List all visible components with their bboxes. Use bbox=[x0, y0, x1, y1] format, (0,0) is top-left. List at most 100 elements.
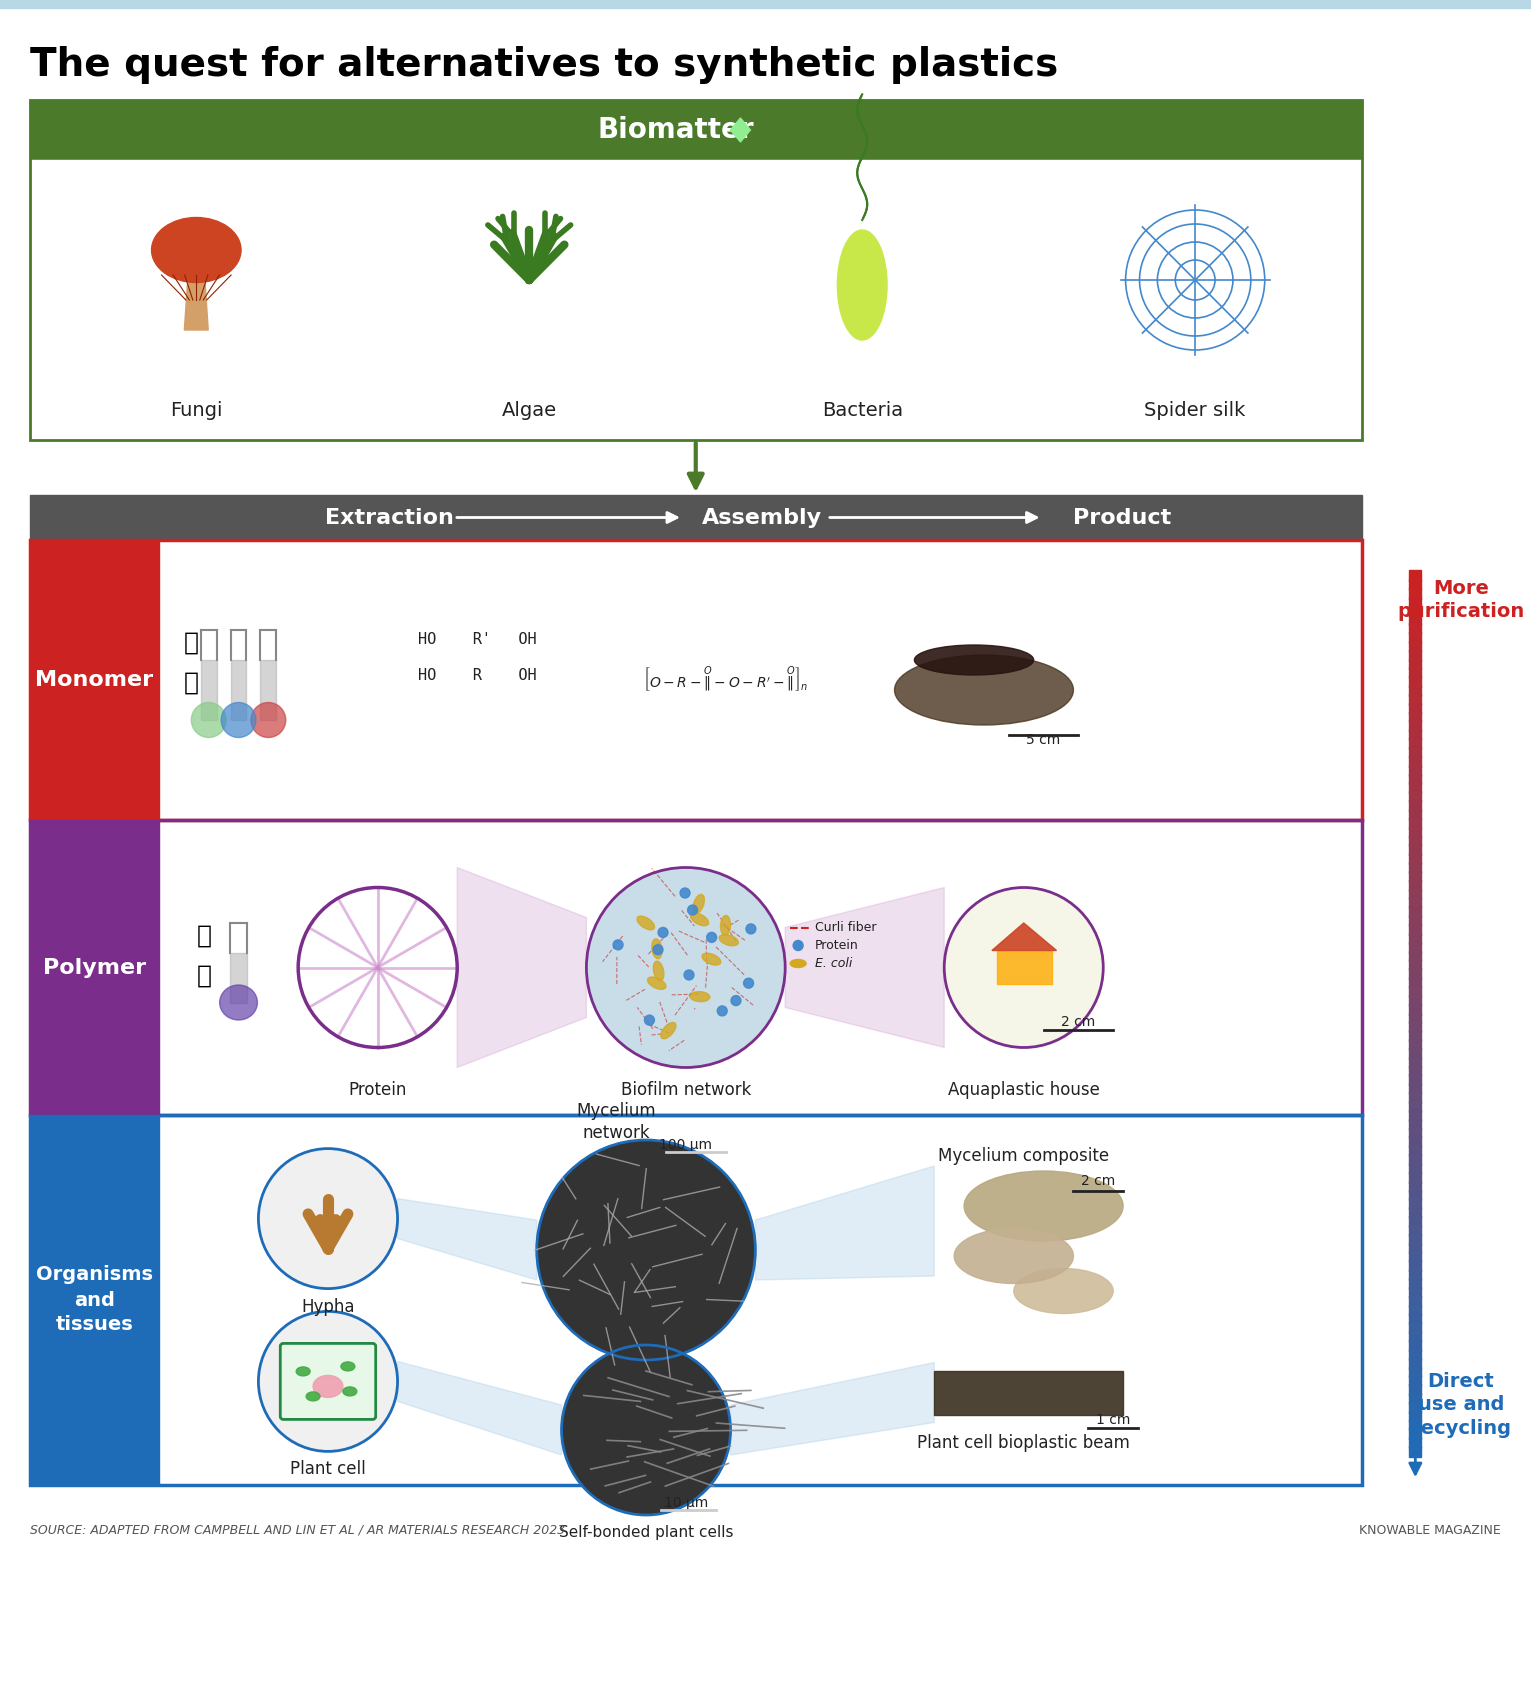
Bar bbox=[29, 160, 1361, 441]
Bar bbox=[1409, 863, 1421, 873]
Text: Mycelium composite: Mycelium composite bbox=[938, 1148, 1109, 1165]
Bar bbox=[1409, 827, 1421, 837]
Bar bbox=[1409, 977, 1421, 987]
Bar bbox=[1409, 1234, 1421, 1244]
Ellipse shape bbox=[647, 977, 665, 989]
Bar bbox=[1409, 773, 1421, 785]
Bar bbox=[1409, 1251, 1421, 1263]
Bar bbox=[1409, 809, 1421, 820]
Ellipse shape bbox=[690, 991, 710, 1001]
Circle shape bbox=[684, 971, 695, 981]
Bar bbox=[1409, 579, 1421, 589]
Circle shape bbox=[732, 996, 741, 1006]
Bar bbox=[200, 660, 217, 721]
Bar bbox=[1409, 694, 1421, 706]
Bar bbox=[1409, 614, 1421, 625]
Bar bbox=[1409, 1101, 1421, 1112]
Polygon shape bbox=[992, 923, 1056, 950]
Ellipse shape bbox=[151, 218, 242, 282]
Bar bbox=[1409, 852, 1421, 864]
Bar bbox=[1409, 1261, 1421, 1271]
Bar bbox=[1409, 1436, 1421, 1448]
Text: 🌿: 🌿 bbox=[183, 631, 199, 655]
Ellipse shape bbox=[653, 960, 664, 981]
Bar bbox=[1409, 571, 1421, 581]
Text: 100 μm: 100 μm bbox=[659, 1138, 713, 1151]
Bar bbox=[1409, 1269, 1421, 1280]
Circle shape bbox=[537, 1139, 756, 1361]
Text: $\left[ O - R - \overset{O}{\|} - O - R' - \overset{O}{\|} \right]_n$: $\left[ O - R - \overset{O}{\|} - O - R'… bbox=[642, 665, 808, 695]
Bar bbox=[1409, 738, 1421, 749]
Bar bbox=[1409, 1367, 1421, 1377]
Ellipse shape bbox=[955, 1229, 1073, 1283]
Bar bbox=[29, 1116, 159, 1485]
Bar bbox=[1409, 844, 1421, 856]
Circle shape bbox=[259, 1312, 397, 1452]
Bar bbox=[1409, 792, 1421, 802]
Text: 2 cm: 2 cm bbox=[1061, 1016, 1095, 1030]
Bar bbox=[1409, 677, 1421, 687]
Bar bbox=[1409, 1428, 1421, 1440]
Text: 10 μm: 10 μm bbox=[664, 1496, 708, 1511]
Circle shape bbox=[745, 923, 756, 933]
Bar bbox=[1409, 1013, 1421, 1023]
Text: 2 cm: 2 cm bbox=[1081, 1173, 1115, 1188]
Ellipse shape bbox=[340, 1362, 354, 1371]
Bar bbox=[1409, 748, 1421, 758]
Ellipse shape bbox=[1013, 1268, 1113, 1313]
Text: Bacteria: Bacteria bbox=[822, 400, 902, 420]
Bar bbox=[1409, 783, 1421, 793]
Circle shape bbox=[587, 868, 785, 1067]
Bar bbox=[1409, 906, 1421, 917]
Bar bbox=[1409, 942, 1421, 952]
Text: HO    R'   OH: HO R' OH bbox=[417, 633, 536, 648]
Bar bbox=[1409, 871, 1421, 881]
Text: Self-bonded plant cells: Self-bonded plant cells bbox=[559, 1526, 733, 1541]
Bar bbox=[1409, 1376, 1421, 1386]
Bar bbox=[1409, 1384, 1421, 1394]
Polygon shape bbox=[397, 1362, 562, 1455]
Polygon shape bbox=[730, 118, 750, 142]
Polygon shape bbox=[756, 1166, 935, 1280]
Polygon shape bbox=[935, 1371, 1123, 1415]
Bar bbox=[1409, 969, 1421, 979]
Bar bbox=[1409, 596, 1421, 608]
Ellipse shape bbox=[661, 1023, 676, 1038]
Bar bbox=[1409, 1004, 1421, 1014]
Bar bbox=[260, 660, 276, 721]
Text: Curli fiber: Curli fiber bbox=[815, 922, 876, 933]
Bar bbox=[1409, 1207, 1421, 1219]
Text: Spider silk: Spider silk bbox=[1144, 400, 1246, 420]
Bar bbox=[1409, 1215, 1421, 1227]
Circle shape bbox=[944, 888, 1103, 1048]
Polygon shape bbox=[785, 888, 944, 1048]
Bar bbox=[1409, 1198, 1421, 1209]
Text: Assembly: Assembly bbox=[702, 508, 822, 527]
Bar bbox=[1409, 650, 1421, 660]
Text: Organisms
and
tissues: Organisms and tissues bbox=[35, 1266, 152, 1335]
Bar bbox=[996, 950, 1052, 984]
Bar bbox=[1409, 1225, 1421, 1236]
Text: Hypha: Hypha bbox=[302, 1298, 354, 1315]
Bar bbox=[1409, 1021, 1421, 1031]
Text: Fungi: Fungi bbox=[169, 400, 223, 420]
Bar bbox=[1409, 817, 1421, 829]
Ellipse shape bbox=[651, 939, 662, 959]
Bar bbox=[1409, 1305, 1421, 1315]
Bar bbox=[1409, 667, 1421, 679]
Circle shape bbox=[744, 977, 753, 987]
Bar bbox=[1409, 587, 1421, 599]
Bar bbox=[1409, 888, 1421, 900]
Bar bbox=[1409, 1155, 1421, 1165]
Bar bbox=[1409, 1057, 1421, 1067]
Text: Protein: Protein bbox=[348, 1080, 407, 1099]
Bar bbox=[1409, 836, 1421, 846]
Bar bbox=[1409, 1322, 1421, 1334]
Bar bbox=[1409, 800, 1421, 810]
Text: 1 cm: 1 cm bbox=[1096, 1413, 1130, 1428]
Bar bbox=[1409, 1084, 1421, 1094]
Bar bbox=[1409, 606, 1421, 616]
Text: Mycelium
network: Mycelium network bbox=[576, 1102, 656, 1143]
Bar bbox=[1409, 923, 1421, 935]
Circle shape bbox=[658, 927, 668, 937]
